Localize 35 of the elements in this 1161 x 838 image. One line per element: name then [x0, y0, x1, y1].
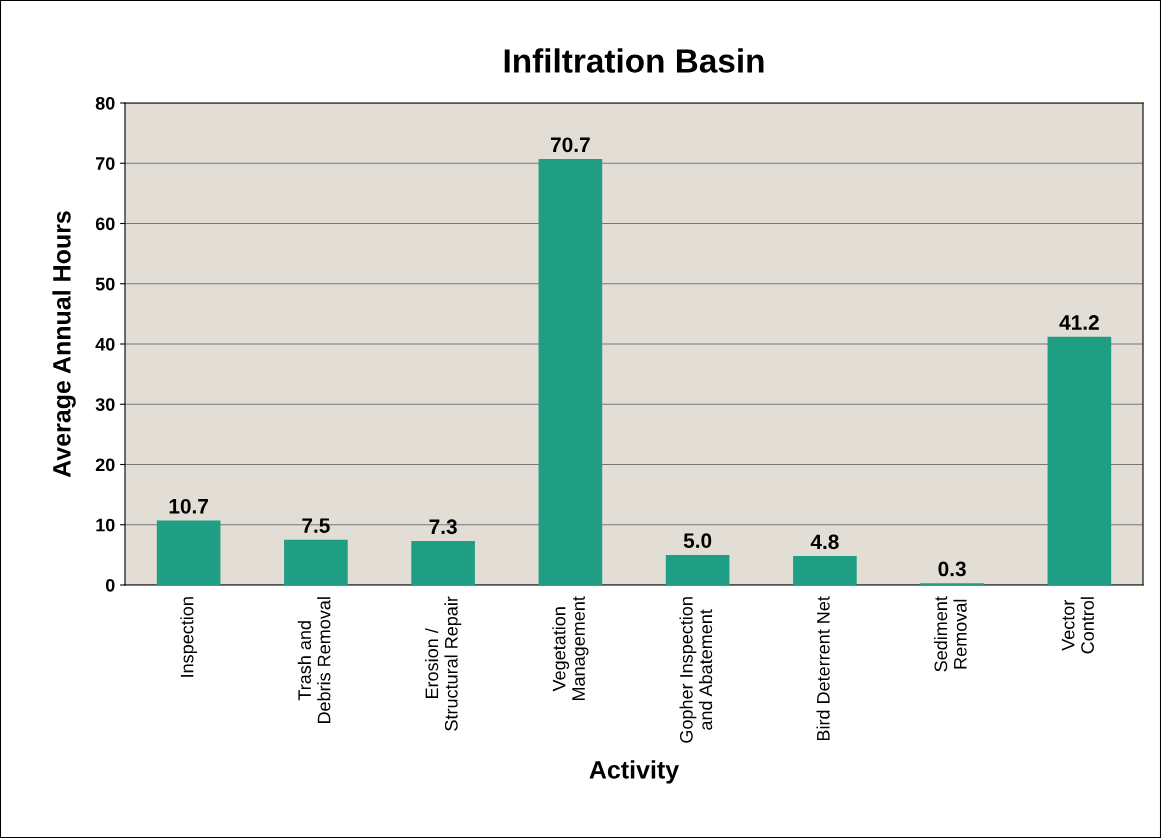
y-tick-label: 60 [95, 217, 115, 231]
bar [284, 539, 348, 585]
bar [411, 541, 475, 585]
bar [793, 556, 857, 585]
y-tick-label: 80 [95, 96, 115, 110]
data-label: 7.3 [429, 519, 457, 535]
data-label: 10.7 [169, 498, 208, 514]
y-tick-label: 70 [95, 157, 115, 170]
y-tick-label: 30 [95, 398, 115, 411]
data-label: 0.3 [938, 561, 966, 577]
x-tick-label: Sediment Removal [933, 596, 967, 672]
data-label: 41.2 [1059, 315, 1099, 330]
y-tick-label: 40 [95, 337, 115, 351]
x-tick-label: Bird Deterrent Net [816, 596, 830, 741]
bar [665, 554, 730, 585]
x-tick-label: Inspection [180, 597, 198, 677]
x-tick-label: Erosion / Structural Repair [424, 596, 462, 731]
y-tick-label: 20 [95, 458, 115, 472]
x-tick-label: Vector Control [1061, 597, 1094, 654]
y-tick-label: 0 [105, 578, 115, 592]
data-label: 4.8 [810, 534, 839, 550]
x-tick-label: Vegetation Management [552, 596, 589, 701]
x-axis-title: Activity [589, 760, 680, 784]
y-tick-label: 50 [95, 277, 115, 291]
x-tick-label: Gopher Inspection and Abatement [679, 597, 713, 743]
y-tick-label: 10 [96, 518, 115, 532]
chart-title: Infiltration Basin [504, 48, 764, 73]
bar [1047, 336, 1112, 585]
bar [538, 159, 603, 585]
y-axis-title: Average Annual Hours [52, 211, 76, 478]
data-label: 70.7 [551, 137, 590, 153]
bar [156, 520, 221, 585]
x-tick-label: Trash and Debris Removal [297, 597, 331, 724]
data-label: 5.0 [683, 533, 712, 548]
data-label: 7.5 [302, 518, 330, 533]
